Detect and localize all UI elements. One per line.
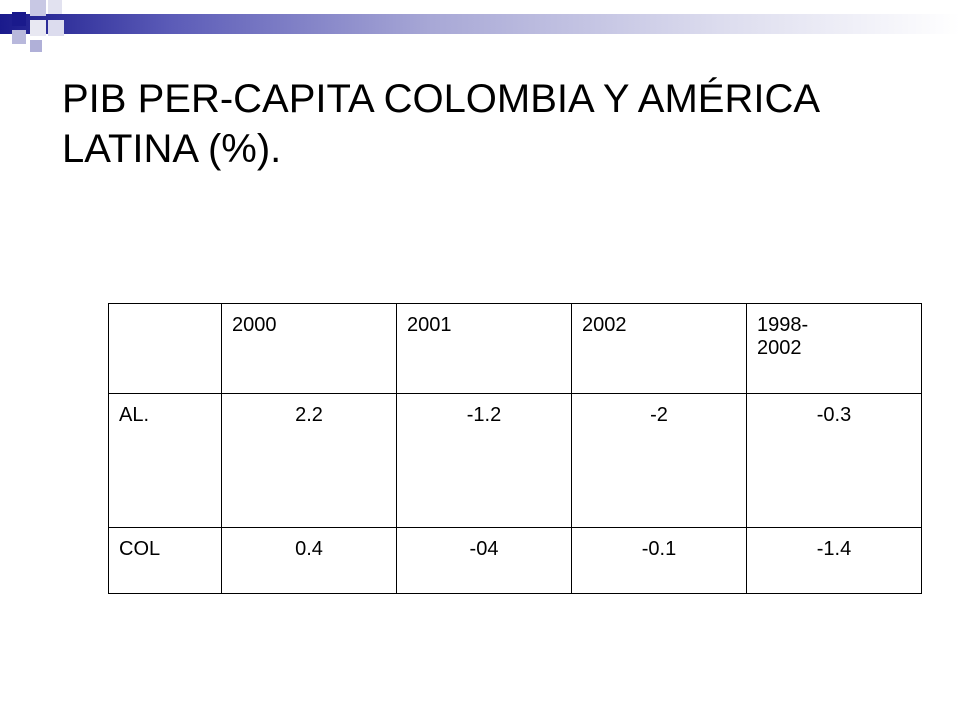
decorative-square (30, 0, 46, 16)
decorative-square (30, 40, 42, 52)
decorative-square (48, 0, 62, 14)
cell-al-2001: -1.2 (396, 393, 572, 528)
header-cell-empty (108, 303, 222, 394)
table-row: COL 0.4 -04 -0.1 -1.4 (108, 527, 922, 594)
cell-col-2000: 0.4 (221, 527, 397, 594)
cell-col-1998-2002: -1.4 (746, 527, 922, 594)
data-table: 2000 2001 2002 1998- 2002 AL. 2.2 -1.2 -… (108, 303, 922, 594)
header-cell-2001: 2001 (396, 303, 572, 394)
table-row: AL. 2.2 -1.2 -2 -0.3 (108, 393, 922, 528)
cell-col-2001: -04 (396, 527, 572, 594)
slide-title: PIB PER-CAPITA COLOMBIA Y AMÉRICA LATINA… (62, 77, 818, 171)
header-cell-2002: 2002 (571, 303, 747, 394)
cell-al-1998-2002: -0.3 (746, 393, 922, 528)
decorative-square (30, 20, 46, 36)
decorative-square (12, 30, 26, 44)
cell-al-2002: -2 (571, 393, 747, 528)
decorative-header-bar (0, 14, 960, 34)
decorative-square (48, 20, 64, 36)
table-header-row: 2000 2001 2002 1998- 2002 (108, 303, 922, 394)
row-label-al: AL. (108, 393, 222, 528)
header-cell-2000: 2000 (221, 303, 397, 394)
cell-al-2000: 2.2 (221, 393, 397, 528)
header-cell-1998-2002: 1998- 2002 (746, 303, 922, 394)
row-label-col: COL (108, 527, 222, 594)
decorative-square (12, 12, 26, 26)
cell-col-2002: -0.1 (571, 527, 747, 594)
